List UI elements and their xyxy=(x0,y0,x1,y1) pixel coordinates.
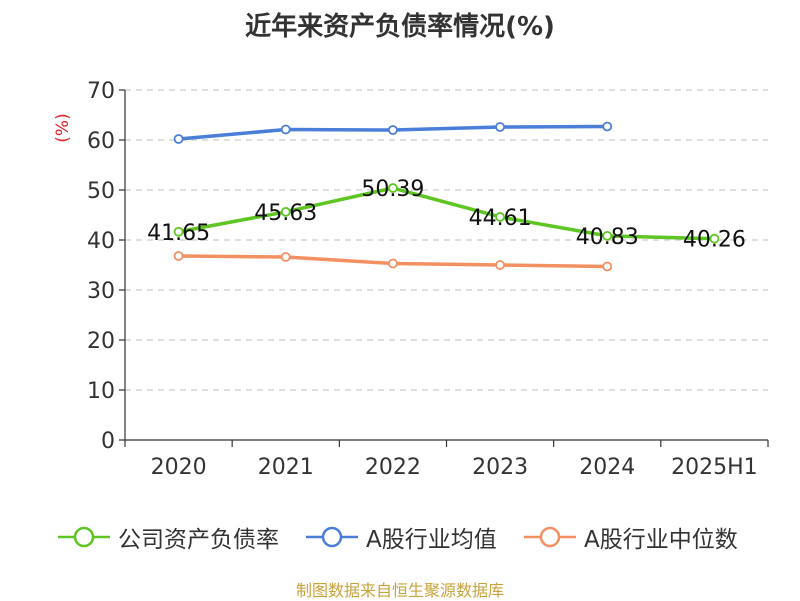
x-tick-label: 2022 xyxy=(365,455,421,480)
source-note: 制图数据来自恒生聚源数据库 xyxy=(295,581,504,600)
series-line-0 xyxy=(178,186,715,241)
legend-marker-icon xyxy=(524,526,576,548)
data-point xyxy=(388,183,398,193)
data-point xyxy=(495,122,505,132)
y-tick-label: 70 xyxy=(87,79,115,104)
data-label: 41.65 xyxy=(147,221,210,246)
x-tick-label: 2021 xyxy=(258,455,314,480)
y-tick-label: 0 xyxy=(101,429,115,454)
data-point xyxy=(495,212,505,222)
data-label: 44.61 xyxy=(469,206,532,231)
x-tick-label: 2024 xyxy=(579,455,635,480)
y-tick-label: 10 xyxy=(87,379,115,404)
data-point xyxy=(602,121,613,132)
data-point xyxy=(602,261,613,272)
y-axis-label: (%) xyxy=(53,113,73,142)
legend-marker-icon xyxy=(58,526,110,548)
legend-marker-icon xyxy=(306,526,358,548)
x-tick-label: 2025H1 xyxy=(671,455,758,480)
data-point xyxy=(280,252,291,262)
data-point xyxy=(602,230,613,241)
legend-item[interactable]: A股行业均值 xyxy=(306,519,497,555)
data-point xyxy=(280,206,291,217)
legend: 公司资产负债率 A股行业均值 A股行业中位数 xyxy=(0,519,800,555)
y-tick-label: 40 xyxy=(87,229,115,254)
y-tick-label: 50 xyxy=(87,179,115,204)
data-point xyxy=(173,226,184,237)
data-point xyxy=(709,233,720,244)
legend-item[interactable]: 公司资产负债率 xyxy=(58,519,279,555)
legend-label: A股行业均值 xyxy=(366,527,497,553)
data-point xyxy=(388,258,398,269)
data-label: 40.83 xyxy=(576,225,639,250)
legend-label: 公司资产负债率 xyxy=(118,527,279,553)
chart-title: 近年来资产负债率情况(%) xyxy=(245,12,555,42)
line-chart: 0 10 20 30 40 50 60 70 (%) 2020 2021 2022 2023 2024 20… xyxy=(53,79,769,480)
data-point xyxy=(280,124,291,135)
y-tick-label: 30 xyxy=(87,279,115,304)
data-point xyxy=(173,134,184,144)
legend-item[interactable]: A股行业中位数 xyxy=(524,519,738,555)
data-point xyxy=(495,260,505,270)
y-tick-label: 60 xyxy=(87,129,115,154)
legend-label: A股行业中位数 xyxy=(584,527,738,553)
data-point xyxy=(173,251,184,261)
x-tick-label: 2023 xyxy=(472,455,528,480)
data-point xyxy=(388,125,398,135)
data-label: 50.39 xyxy=(361,177,424,202)
data-label: 45.63 xyxy=(254,201,317,226)
x-tick-label: 2020 xyxy=(151,455,207,480)
y-tick-label: 20 xyxy=(87,329,115,354)
data-label: 40.26 xyxy=(683,228,746,253)
